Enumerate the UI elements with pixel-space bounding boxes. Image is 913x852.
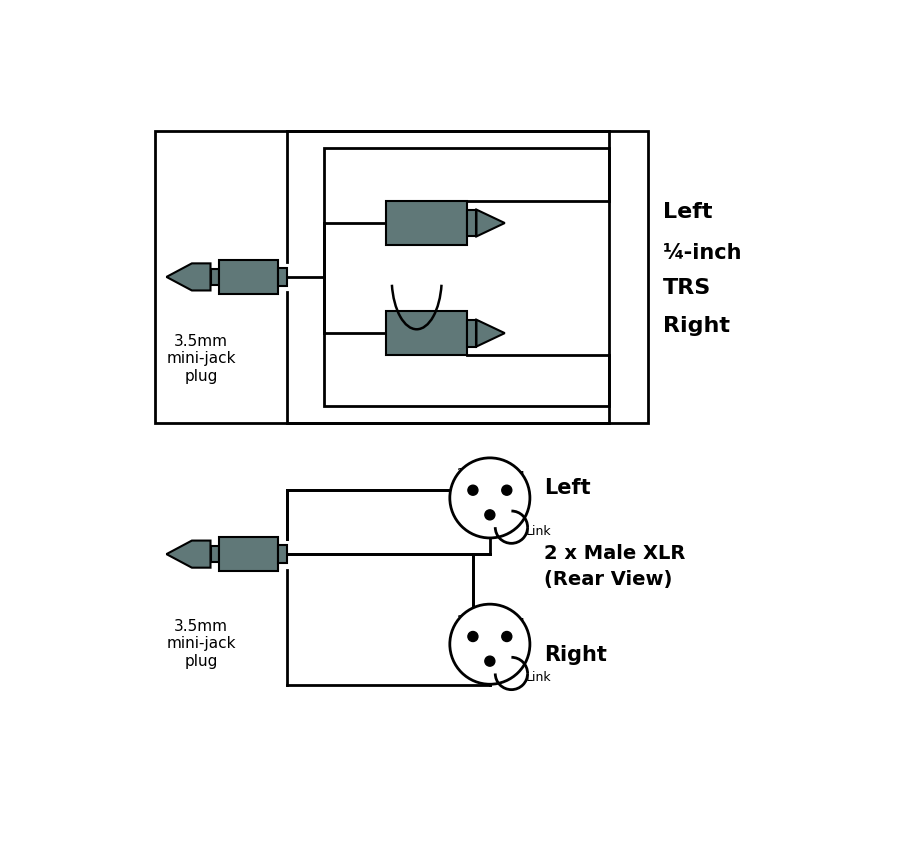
Text: 1: 1 (518, 469, 527, 484)
Bar (219, 261, 278, 295)
Text: Right: Right (663, 316, 730, 336)
Bar (278, 268, 287, 287)
Text: 3.5mm
mini-jack
plug: 3.5mm mini-jack plug (166, 618, 236, 668)
Text: 1: 1 (518, 616, 527, 630)
Bar (219, 538, 278, 572)
Bar (278, 545, 287, 564)
Bar (211, 547, 219, 562)
Text: Right: Right (544, 644, 606, 665)
Bar (386, 312, 467, 356)
Circle shape (467, 632, 477, 642)
Text: Left: Left (663, 202, 713, 222)
Polygon shape (477, 320, 505, 347)
Bar (467, 210, 477, 237)
Bar (386, 201, 467, 246)
Polygon shape (166, 264, 211, 291)
Bar (467, 320, 477, 347)
Circle shape (485, 510, 495, 521)
Text: 2: 2 (457, 467, 466, 481)
Text: Link: Link (526, 671, 551, 683)
Polygon shape (477, 210, 505, 237)
Circle shape (467, 486, 477, 496)
Text: 2 x Male XLR
(Rear View): 2 x Male XLR (Rear View) (544, 544, 685, 589)
Bar (155, 131, 647, 423)
Text: ¼-inch: ¼-inch (663, 242, 742, 262)
Text: 3: 3 (486, 674, 494, 688)
Text: 2: 2 (457, 613, 466, 627)
Bar (324, 149, 609, 406)
Bar (211, 270, 219, 285)
Circle shape (502, 486, 512, 496)
Circle shape (502, 632, 512, 642)
Text: 3: 3 (486, 527, 494, 542)
Circle shape (485, 656, 495, 666)
Polygon shape (166, 541, 211, 568)
Text: TRS: TRS (663, 278, 711, 297)
Text: Left: Left (544, 478, 591, 498)
Circle shape (450, 458, 530, 538)
Circle shape (450, 604, 530, 684)
Text: Link: Link (526, 524, 551, 537)
Text: 3.5mm
mini-jack
plug: 3.5mm mini-jack plug (166, 333, 236, 383)
Text: Links: Links (403, 326, 438, 340)
